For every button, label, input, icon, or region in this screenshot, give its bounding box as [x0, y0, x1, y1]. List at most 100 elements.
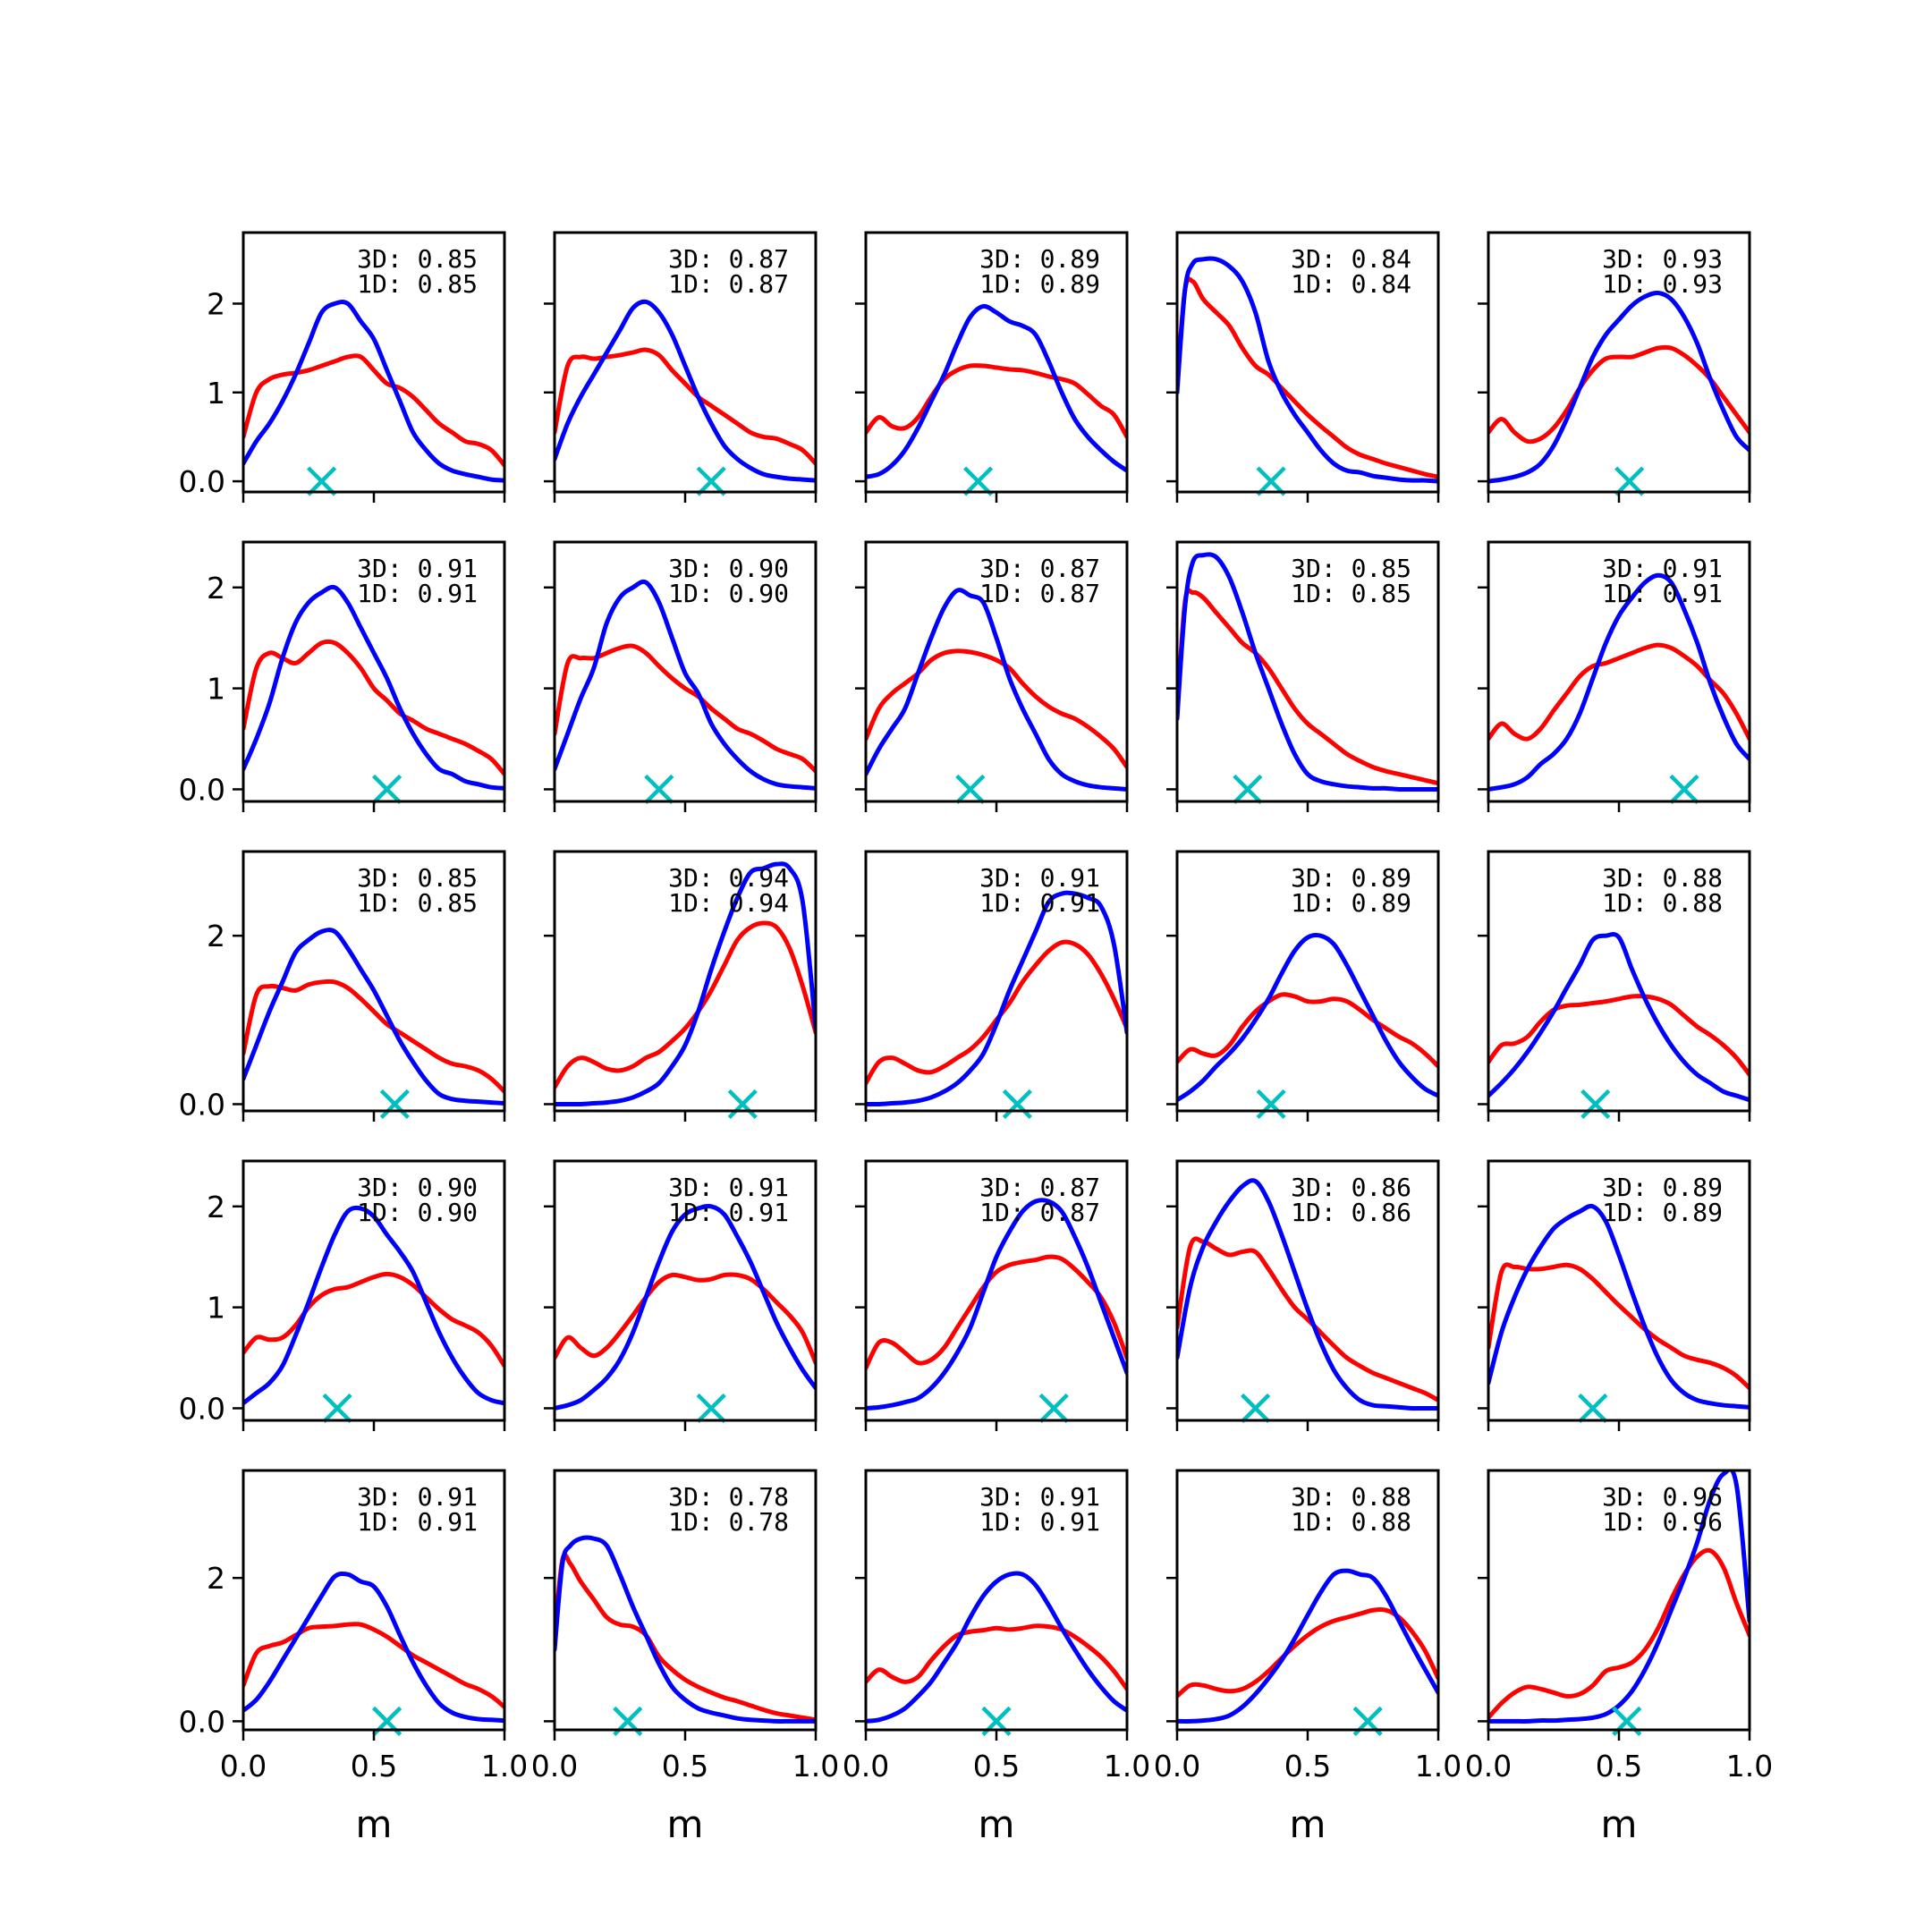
- annotation-1d: 1D: 0.93: [1602, 269, 1723, 299]
- annotation-3d: 3D: 0.85: [1291, 554, 1411, 583]
- curve-1d-line: [866, 1198, 1127, 1411]
- marker-x: [1256, 1089, 1286, 1120]
- curve-3d-line: [1488, 994, 1750, 1078]
- x-axis-label: m: [667, 1802, 704, 1846]
- curve-3d-line: [1177, 588, 1438, 786]
- y-tick-label: 1: [207, 376, 225, 411]
- annotation-1d: 1D: 0.90: [357, 1198, 478, 1227]
- curve-1d-line: [1177, 1568, 1438, 1724]
- marker-x: [696, 466, 726, 496]
- annotation-3d: 3D: 0.89: [1291, 863, 1411, 893]
- curve-1d-line: [866, 588, 1127, 792]
- curve-3d-line: [866, 648, 1127, 770]
- x-tick-label: 0.5: [973, 1749, 1020, 1784]
- curve-1d-line: [243, 928, 504, 1106]
- curve-1d-line: [866, 1571, 1127, 1724]
- annotation-1d: 1D: 0.91: [668, 1198, 789, 1227]
- annotation-3d: 3D: 0.89: [1602, 1173, 1723, 1202]
- annotation-3d: 3D: 0.86: [1291, 1173, 1411, 1202]
- curve-3d-line: [243, 639, 504, 777]
- curve-1d-line: [243, 584, 504, 791]
- curve-1d-line: [243, 1571, 504, 1724]
- x-tick-label: 1.0: [1726, 1749, 1773, 1784]
- marker-x: [1669, 774, 1699, 805]
- curve-1d-line: [1177, 552, 1438, 792]
- y-tick-label: 2: [207, 1561, 225, 1596]
- x-tick-label: 1.0: [1104, 1749, 1150, 1784]
- x-tick-label: 0.0: [1154, 1749, 1200, 1784]
- curve-1d-line: [1177, 256, 1438, 484]
- annotation-1d: 1D: 0.91: [979, 888, 1100, 918]
- curve-1d-line: [555, 299, 816, 483]
- curve-1d-line: [1177, 932, 1438, 1103]
- annotation-1d: 1D: 0.85: [357, 888, 478, 918]
- annotation-1d: 1D: 0.94: [668, 888, 789, 918]
- annotation-3d: 3D: 0.94: [668, 863, 789, 893]
- curve-1d-line: [555, 579, 816, 791]
- annotation-3d: 3D: 0.91: [979, 1482, 1100, 1512]
- annotation-1d: 1D: 0.87: [979, 1198, 1100, 1227]
- x-tick-label: 1.0: [792, 1749, 839, 1784]
- annotation-1d: 1D: 0.78: [668, 1507, 789, 1537]
- curve-3d-line: [1488, 642, 1750, 741]
- annotation-3d: 3D: 0.91: [668, 1173, 789, 1202]
- annotation-1d: 1D: 0.88: [1291, 1507, 1411, 1537]
- curve-3d-line: [243, 1271, 504, 1368]
- annotation-3d: 3D: 0.87: [668, 244, 789, 274]
- annotation-1d: 1D: 0.91: [357, 579, 478, 608]
- curve-1d-line: [866, 303, 1127, 479]
- y-tick-label: 0.0: [179, 464, 225, 499]
- annotation-3d: 3D: 0.85: [357, 863, 478, 893]
- x-tick-label: 0.5: [662, 1749, 708, 1784]
- curve-1d-line: [243, 300, 504, 483]
- marker-x: [1614, 466, 1645, 496]
- x-tick-label: 0.0: [220, 1749, 267, 1784]
- x-tick-label: 0.5: [351, 1749, 397, 1784]
- curve-3d-line: [243, 353, 504, 468]
- y-tick-label: 2: [207, 1190, 225, 1224]
- curve-3d-line: [243, 1622, 504, 1709]
- curve-1d-line: [1488, 932, 1750, 1103]
- annotation-1d: 1D: 0.85: [1291, 579, 1411, 608]
- annotation-3d: 3D: 0.87: [979, 1173, 1100, 1202]
- annotation-1d: 1D: 0.96: [1602, 1507, 1723, 1537]
- y-tick-label: 1: [207, 672, 225, 707]
- curve-3d-line: [555, 1272, 816, 1366]
- y-tick-label: 2: [207, 571, 225, 606]
- annotation-3d: 3D: 0.90: [357, 1173, 478, 1202]
- y-tick-label: 0.0: [179, 1391, 225, 1426]
- marker-x: [1002, 1089, 1032, 1120]
- annotation-1d: 1D: 0.84: [1291, 269, 1411, 299]
- curve-3d-line: [243, 979, 504, 1094]
- marker-x: [307, 466, 337, 496]
- curve-3d-line: [1177, 1236, 1438, 1402]
- curve-3d-line: [1177, 276, 1438, 479]
- marker-x: [1256, 466, 1286, 496]
- curve-1d-line: [555, 1535, 816, 1724]
- curve-1d-line: [1177, 1178, 1438, 1411]
- y-tick-label: 0.0: [179, 772, 225, 807]
- curve-3d-line: [1488, 1547, 1750, 1720]
- annotation-1d: 1D: 0.86: [1291, 1198, 1411, 1227]
- annotation-1d: 1D: 0.88: [1602, 888, 1723, 918]
- curve-1d-line: [1488, 1203, 1750, 1410]
- curve-3d-line: [1177, 992, 1438, 1069]
- annotation-3d: 3D: 0.78: [668, 1482, 789, 1512]
- marker-x: [962, 466, 994, 496]
- x-tick-label: 0.5: [1596, 1749, 1642, 1784]
- annotation-1d: 1D: 0.89: [1291, 888, 1411, 918]
- annotation-1d: 1D: 0.91: [979, 1507, 1100, 1537]
- x-tick-label: 1.0: [481, 1749, 528, 1784]
